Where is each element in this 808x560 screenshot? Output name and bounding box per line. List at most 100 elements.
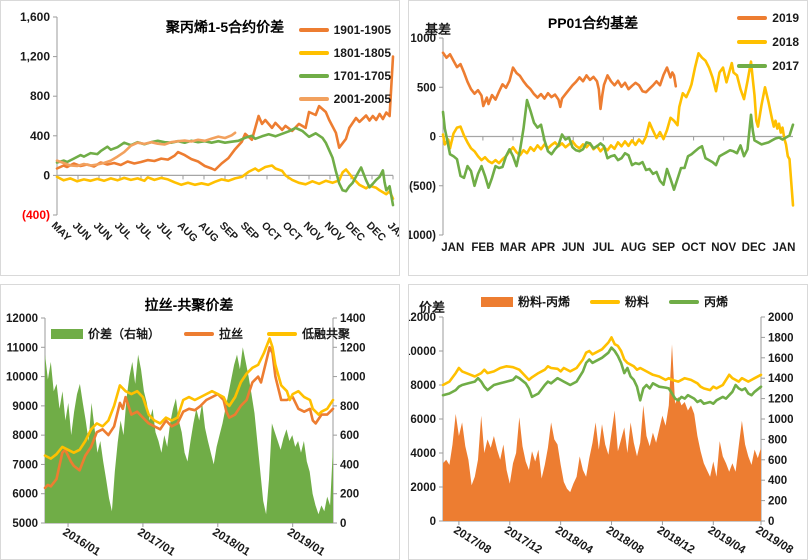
y-tick-label: 1000 [410, 33, 436, 45]
y-tick-label: 1400 [768, 373, 794, 385]
y-tick-label: 1400 [340, 313, 366, 325]
legend-line-swatch-icon [298, 51, 329, 55]
y-tick-label: 7000 [12, 459, 38, 471]
legend-line-swatch-icon [590, 299, 620, 304]
legend-item: 粉料-丙烯 [481, 293, 570, 310]
series-line-拉丝 [43, 346, 335, 490]
x-tick-label: JUN [91, 220, 114, 243]
chart-title: 拉丝-共聚价差 [144, 297, 234, 313]
chart-title: 聚丙烯1-5合约价差 [165, 19, 285, 35]
x-tick-label: FEB [471, 242, 494, 254]
legend-line-swatch-icon [298, 74, 329, 78]
x-tick-label: OCT [259, 220, 284, 245]
x-tick-label: AUG [175, 220, 200, 245]
series-line-2017 [441, 98, 795, 191]
series-group [55, 55, 395, 207]
legend-label: 1901-1905 [333, 23, 391, 37]
x-tick-label: 2016/01 [60, 526, 102, 559]
x-tick-label: DEC [343, 220, 367, 244]
y-tick-label: 5000 [12, 518, 38, 530]
x-tick-label: JUN [70, 220, 93, 243]
x-tick-label: 2019/04 [706, 524, 748, 557]
y-tick-label: 1000 [340, 372, 366, 384]
x-tick-label: 2019/08 [753, 524, 795, 557]
x-tick-label: OCT [280, 220, 305, 245]
legend-label: 2017 [772, 59, 799, 73]
series-line-粉料 [441, 336, 763, 392]
y-tick-label: 600 [768, 455, 787, 467]
series-area-粉料-丙烯 [443, 344, 761, 521]
x-tick-label: JUL [112, 220, 135, 243]
legend-line-swatch-icon [298, 97, 329, 101]
y-tick-label: 8000 [12, 430, 38, 442]
legend-label: 1701-1705 [333, 69, 391, 83]
series-group [43, 337, 335, 523]
x-tick-label: JAN [385, 220, 400, 243]
y-tick-label: 0 [768, 516, 774, 528]
y-tick-label: 10000 [408, 346, 436, 358]
x-tick-label: JAN [772, 242, 795, 254]
series-area-价差（右轴） [45, 347, 333, 523]
x-tick-label: MAY [49, 220, 73, 244]
y-tick-label: 600 [340, 430, 359, 442]
x-tick-label: SEP [217, 220, 240, 243]
y-tick-label: 500 [417, 82, 436, 94]
y-tick-label: 0 [43, 168, 50, 182]
y-tick-label: (1000) [408, 230, 436, 242]
legend-label: 粉料 [625, 295, 650, 309]
y-tick-label: 10000 [6, 372, 38, 384]
x-tick-label: AUG [196, 220, 221, 245]
y-tick-label: 1,200 [20, 50, 50, 64]
x-tick-label: 2018/12 [655, 524, 697, 556]
x-tick-label: 2018/08 [604, 524, 646, 557]
y-tick-label: 8000 [410, 380, 436, 392]
x-tick-label: 2017/12 [502, 524, 544, 556]
series-line-2001-2005 [55, 131, 237, 168]
y-tick-label: 1000 [768, 414, 794, 426]
plot-area: 1200010000800060004000200002000180016001… [408, 312, 796, 557]
y-tick-label: 200 [340, 489, 359, 501]
x-tick-label: NOV [322, 220, 347, 245]
chart-legend: 1901-1905 1801-1805 1701-1705 2001-2005 [298, 23, 391, 106]
legend-line-swatch-icon [669, 299, 700, 304]
x-tick-label: OCT [681, 242, 705, 254]
legend-line-swatch-icon [737, 40, 768, 44]
series-line-1801-1805 [55, 164, 395, 200]
y-tick-label: 0 [430, 516, 436, 528]
chart-panel-fenliao-bingxi: 价差 粉料-丙烯 粉料 丙烯 12000 10000 8000 6000 4000 200… [408, 284, 808, 560]
y-tick-label: 2000 [768, 312, 794, 324]
x-tick-label: DEC [364, 220, 388, 244]
x-tick-label: SEP [652, 242, 675, 254]
x-tick-label: NOV [711, 242, 736, 254]
y-axis-title: 基差 [425, 22, 452, 37]
chart-legend: 粉料-丙烯 粉料 丙烯 [481, 293, 728, 310]
y-tick-label: 0 [340, 518, 346, 530]
chart-panel-lasi-gongju-spread: 拉丝-共聚价差 价差（右轴） 拉丝 低融共聚 12000 11000 10000 90… [0, 284, 400, 560]
x-tick-label: SEP [238, 220, 261, 243]
series-line-1701-1705 [55, 126, 395, 207]
x-tick-label: 2018/01 [210, 526, 252, 559]
legend-label: 1801-1805 [333, 46, 391, 60]
y-tick-label: 1200 [768, 394, 794, 406]
y-tick-label: 9000 [12, 401, 38, 413]
y-tick-label: 4000 [410, 448, 436, 460]
y-tick-label: 800 [768, 434, 787, 446]
y-tick-label: 400 [340, 459, 359, 471]
x-tick-label: JUN [562, 242, 585, 254]
legend-line-swatch-icon [737, 64, 768, 68]
plot-area: 1000 500 0 (500) (1000) JAN FEB MAR APR JUN JUL AUG… [408, 33, 795, 254]
chart-legend: 价差（右轴） 拉丝 低融共聚 [51, 325, 350, 342]
x-tick-label: NOV [301, 220, 326, 245]
legend-label: 2001-2005 [333, 92, 391, 106]
legend-item: 价差（右轴） [51, 325, 160, 342]
legend-item: 1801-1805 [298, 46, 391, 60]
x-tick-label: JAN [441, 242, 464, 254]
legend-item: 1701-1705 [298, 69, 391, 83]
x-tick-label: JUL [592, 242, 614, 254]
legend-line-swatch-icon [737, 16, 768, 20]
chart-title: PP01合约基差 [547, 15, 639, 31]
y-tick-label: 0 [430, 132, 436, 144]
series-group [441, 51, 795, 207]
x-tick-label: 2018/04 [553, 524, 595, 557]
y-tick-label: 200 [768, 496, 787, 508]
